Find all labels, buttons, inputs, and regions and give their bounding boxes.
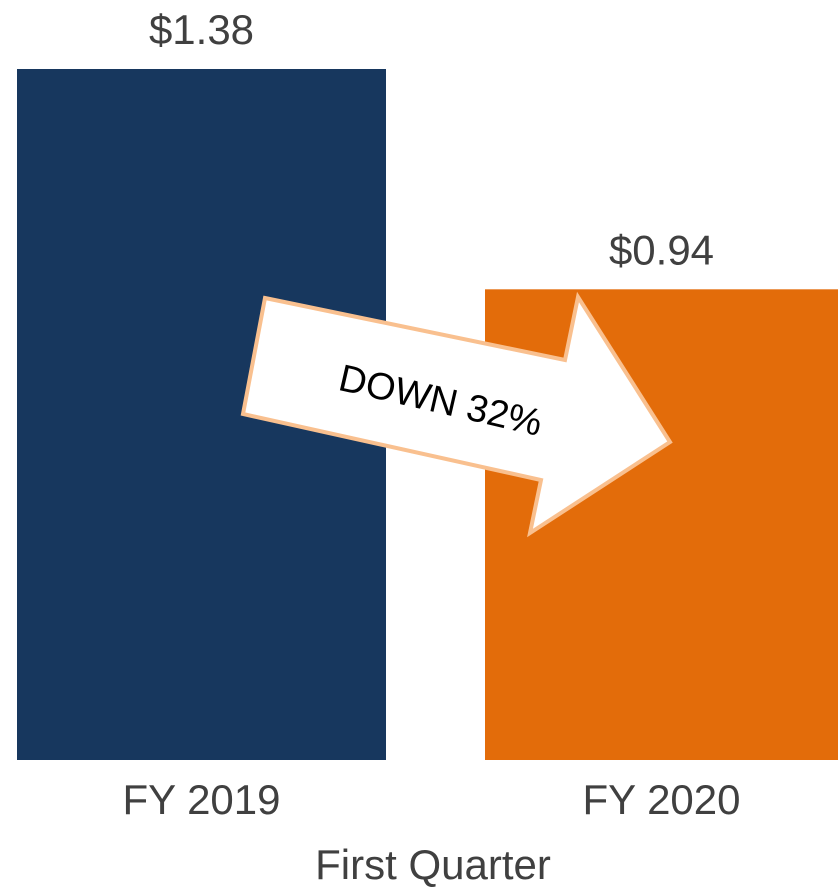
arrow (240, 291, 673, 538)
x-axis-label: First Quarter (315, 841, 551, 888)
value-label: $0.94 (609, 226, 714, 273)
x-tick-label: FY 2020 (582, 776, 740, 823)
value-label: $1.38 (149, 6, 254, 53)
x-tick-label: FY 2019 (122, 776, 280, 823)
